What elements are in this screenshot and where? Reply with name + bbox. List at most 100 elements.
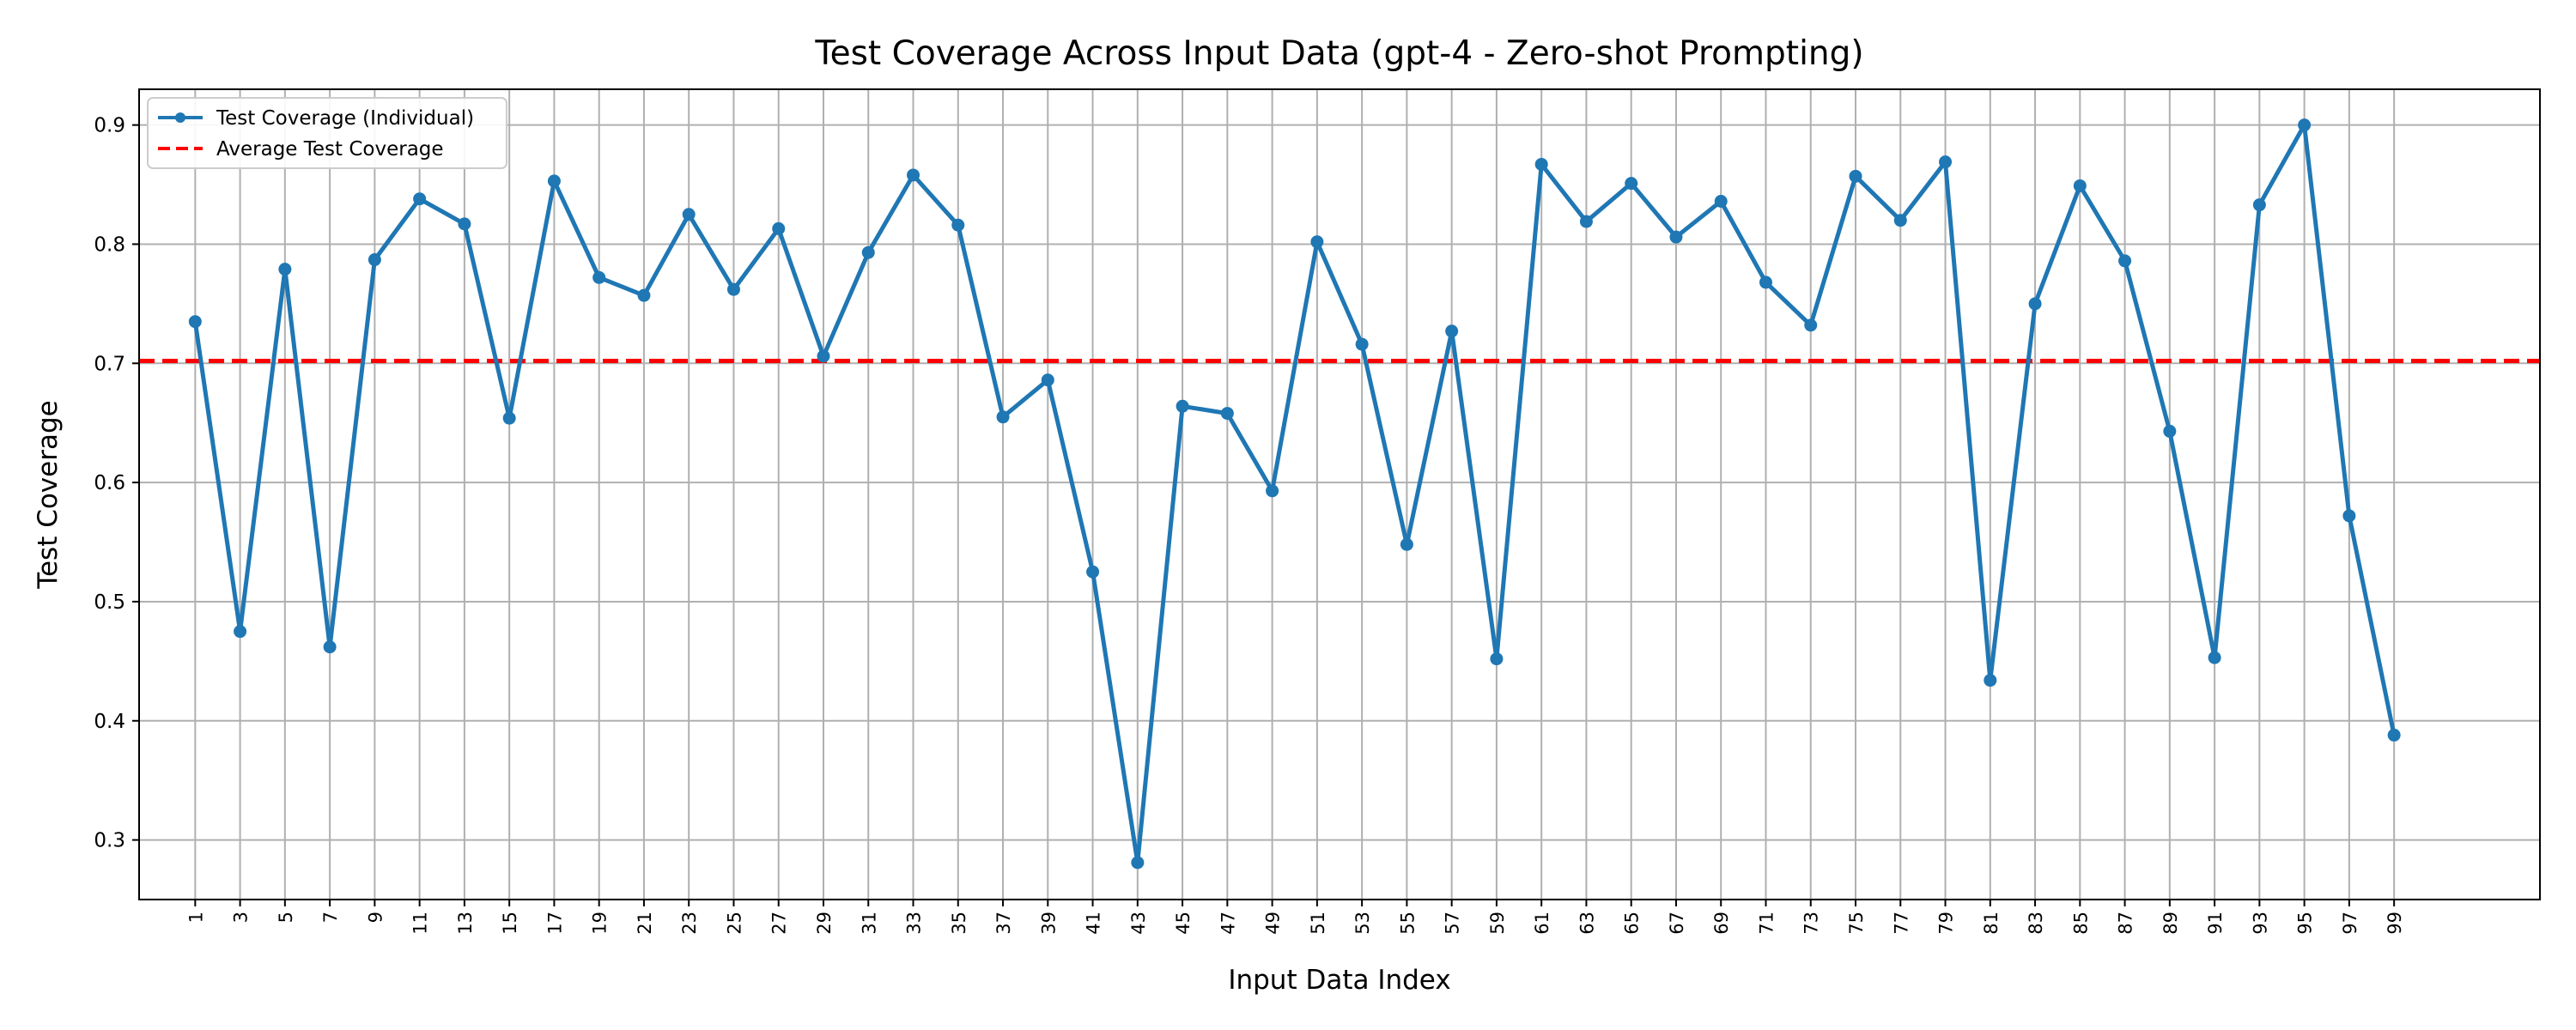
- x-axis-label: Input Data Index: [1228, 965, 1450, 996]
- x-tick-label: 75: [1846, 912, 1867, 935]
- x-tick-label: 65: [1622, 912, 1643, 935]
- data-point: [772, 221, 786, 235]
- data-point: [1490, 652, 1504, 666]
- x-tick-label: 83: [2026, 912, 2046, 935]
- x-tick-label: 87: [2116, 912, 2136, 935]
- data-point: [2298, 118, 2312, 132]
- legend-series-label: Test Coverage (Individual): [216, 107, 474, 130]
- data-point: [1714, 194, 1728, 208]
- data-point: [1400, 537, 1413, 551]
- data-point: [951, 218, 965, 232]
- data-point: [861, 245, 875, 259]
- x-tick-label: 63: [1577, 912, 1597, 935]
- data-point: [2073, 179, 2087, 192]
- legend-series-marker: [175, 112, 185, 123]
- data-point: [368, 253, 381, 267]
- x-tick-label: 37: [993, 912, 1014, 935]
- x-tick-label: 57: [1443, 912, 1463, 935]
- data-point: [1220, 407, 1234, 421]
- x-tick-label: 31: [859, 912, 879, 935]
- x-tick-label: 55: [1397, 912, 1418, 935]
- x-tick-label: 19: [590, 912, 611, 935]
- legend-box: [147, 97, 507, 169]
- chart-title: Test Coverage Across Input Data (gpt-4 -…: [814, 34, 1863, 73]
- data-point: [637, 288, 651, 302]
- data-point: [1310, 235, 1324, 249]
- data-point: [2342, 509, 2356, 523]
- x-tick-label: 97: [2340, 912, 2360, 935]
- y-axis-label: Test Coverage: [33, 400, 64, 589]
- data-point: [1355, 337, 1369, 351]
- data-point: [1939, 155, 1953, 169]
- x-tick-label: 99: [2385, 912, 2405, 935]
- x-tick-label: 15: [500, 912, 520, 935]
- data-point: [2252, 198, 2266, 212]
- data-point: [1131, 856, 1145, 869]
- x-tick-label: 39: [1038, 912, 1059, 935]
- x-tick-label: 71: [1756, 912, 1777, 935]
- data-point: [1759, 276, 1772, 289]
- y-tick-label: 0.8: [94, 233, 125, 256]
- x-tick-label: 3: [231, 912, 252, 923]
- data-point: [323, 640, 337, 654]
- data-point: [2208, 651, 2221, 664]
- data-point: [682, 208, 696, 221]
- plot-frame: [138, 88, 2541, 900]
- y-tick-label: 0.3: [94, 830, 125, 852]
- x-tick-label: 7: [320, 912, 341, 923]
- x-tick-label: 33: [904, 912, 925, 935]
- x-tick-label: 49: [1263, 912, 1284, 935]
- x-tick-label: 53: [1352, 912, 1373, 935]
- x-tick-label: 27: [769, 912, 790, 935]
- data-point: [188, 315, 202, 329]
- data-point: [817, 349, 830, 363]
- x-tick-label: 11: [410, 912, 431, 935]
- x-tick-label: 21: [635, 912, 655, 935]
- y-tick-label: 0.4: [94, 711, 125, 733]
- data-point: [1086, 565, 1100, 579]
- data-point: [1625, 177, 1638, 191]
- series-layer: [188, 118, 2401, 869]
- y-tick-label: 0.7: [94, 353, 125, 375]
- x-tick-label: 77: [1891, 912, 1911, 935]
- data-point: [1669, 230, 1683, 244]
- data-point: [2163, 424, 2177, 438]
- x-tick-label: 23: [679, 912, 700, 935]
- x-tick-label: 85: [2070, 912, 2091, 935]
- y-tick-label: 0.5: [94, 591, 125, 614]
- data-point: [1893, 214, 1907, 227]
- x-tick-label: 29: [814, 912, 835, 935]
- data-point: [1041, 373, 1054, 387]
- legend: Test Coverage (Individual) Average Test …: [147, 97, 507, 169]
- series-line: [192, 123, 2397, 865]
- tick-layer: 1 3 5 7 9 11 13 15 17 19 21 23 25 27 29 31 33 35 37 39 41 43 4…: [94, 115, 2405, 935]
- data-point: [2387, 728, 2401, 742]
- x-tick-label: 67: [1667, 912, 1687, 935]
- data-point: [592, 270, 606, 284]
- x-tick-label: 51: [1308, 912, 1328, 935]
- x-tick-label: 25: [724, 912, 744, 935]
- x-tick-label: 13: [455, 912, 476, 935]
- x-tick-label: 73: [1801, 912, 1822, 935]
- data-point: [1804, 318, 1818, 332]
- x-tick-label: 79: [1936, 912, 1957, 935]
- legend-average-label: Average Test Coverage: [216, 138, 444, 161]
- data-point: [1849, 169, 1862, 183]
- y-tick-label: 0.6: [94, 472, 125, 494]
- data-point: [278, 263, 292, 276]
- x-tick-label: 35: [949, 912, 969, 935]
- data-point: [547, 174, 561, 188]
- x-tick-label: 61: [1532, 912, 1552, 935]
- grid-layer: [139, 89, 2540, 900]
- data-point: [907, 168, 920, 182]
- data-point: [1266, 484, 1279, 498]
- data-point: [502, 411, 516, 425]
- data-point: [2118, 254, 2132, 268]
- x-tick-label: 17: [544, 912, 565, 935]
- data-point: [413, 192, 427, 206]
- data-point: [458, 217, 471, 231]
- x-tick-label: 81: [1981, 912, 2002, 935]
- data-point: [1984, 674, 1997, 688]
- data-point: [1534, 157, 1548, 171]
